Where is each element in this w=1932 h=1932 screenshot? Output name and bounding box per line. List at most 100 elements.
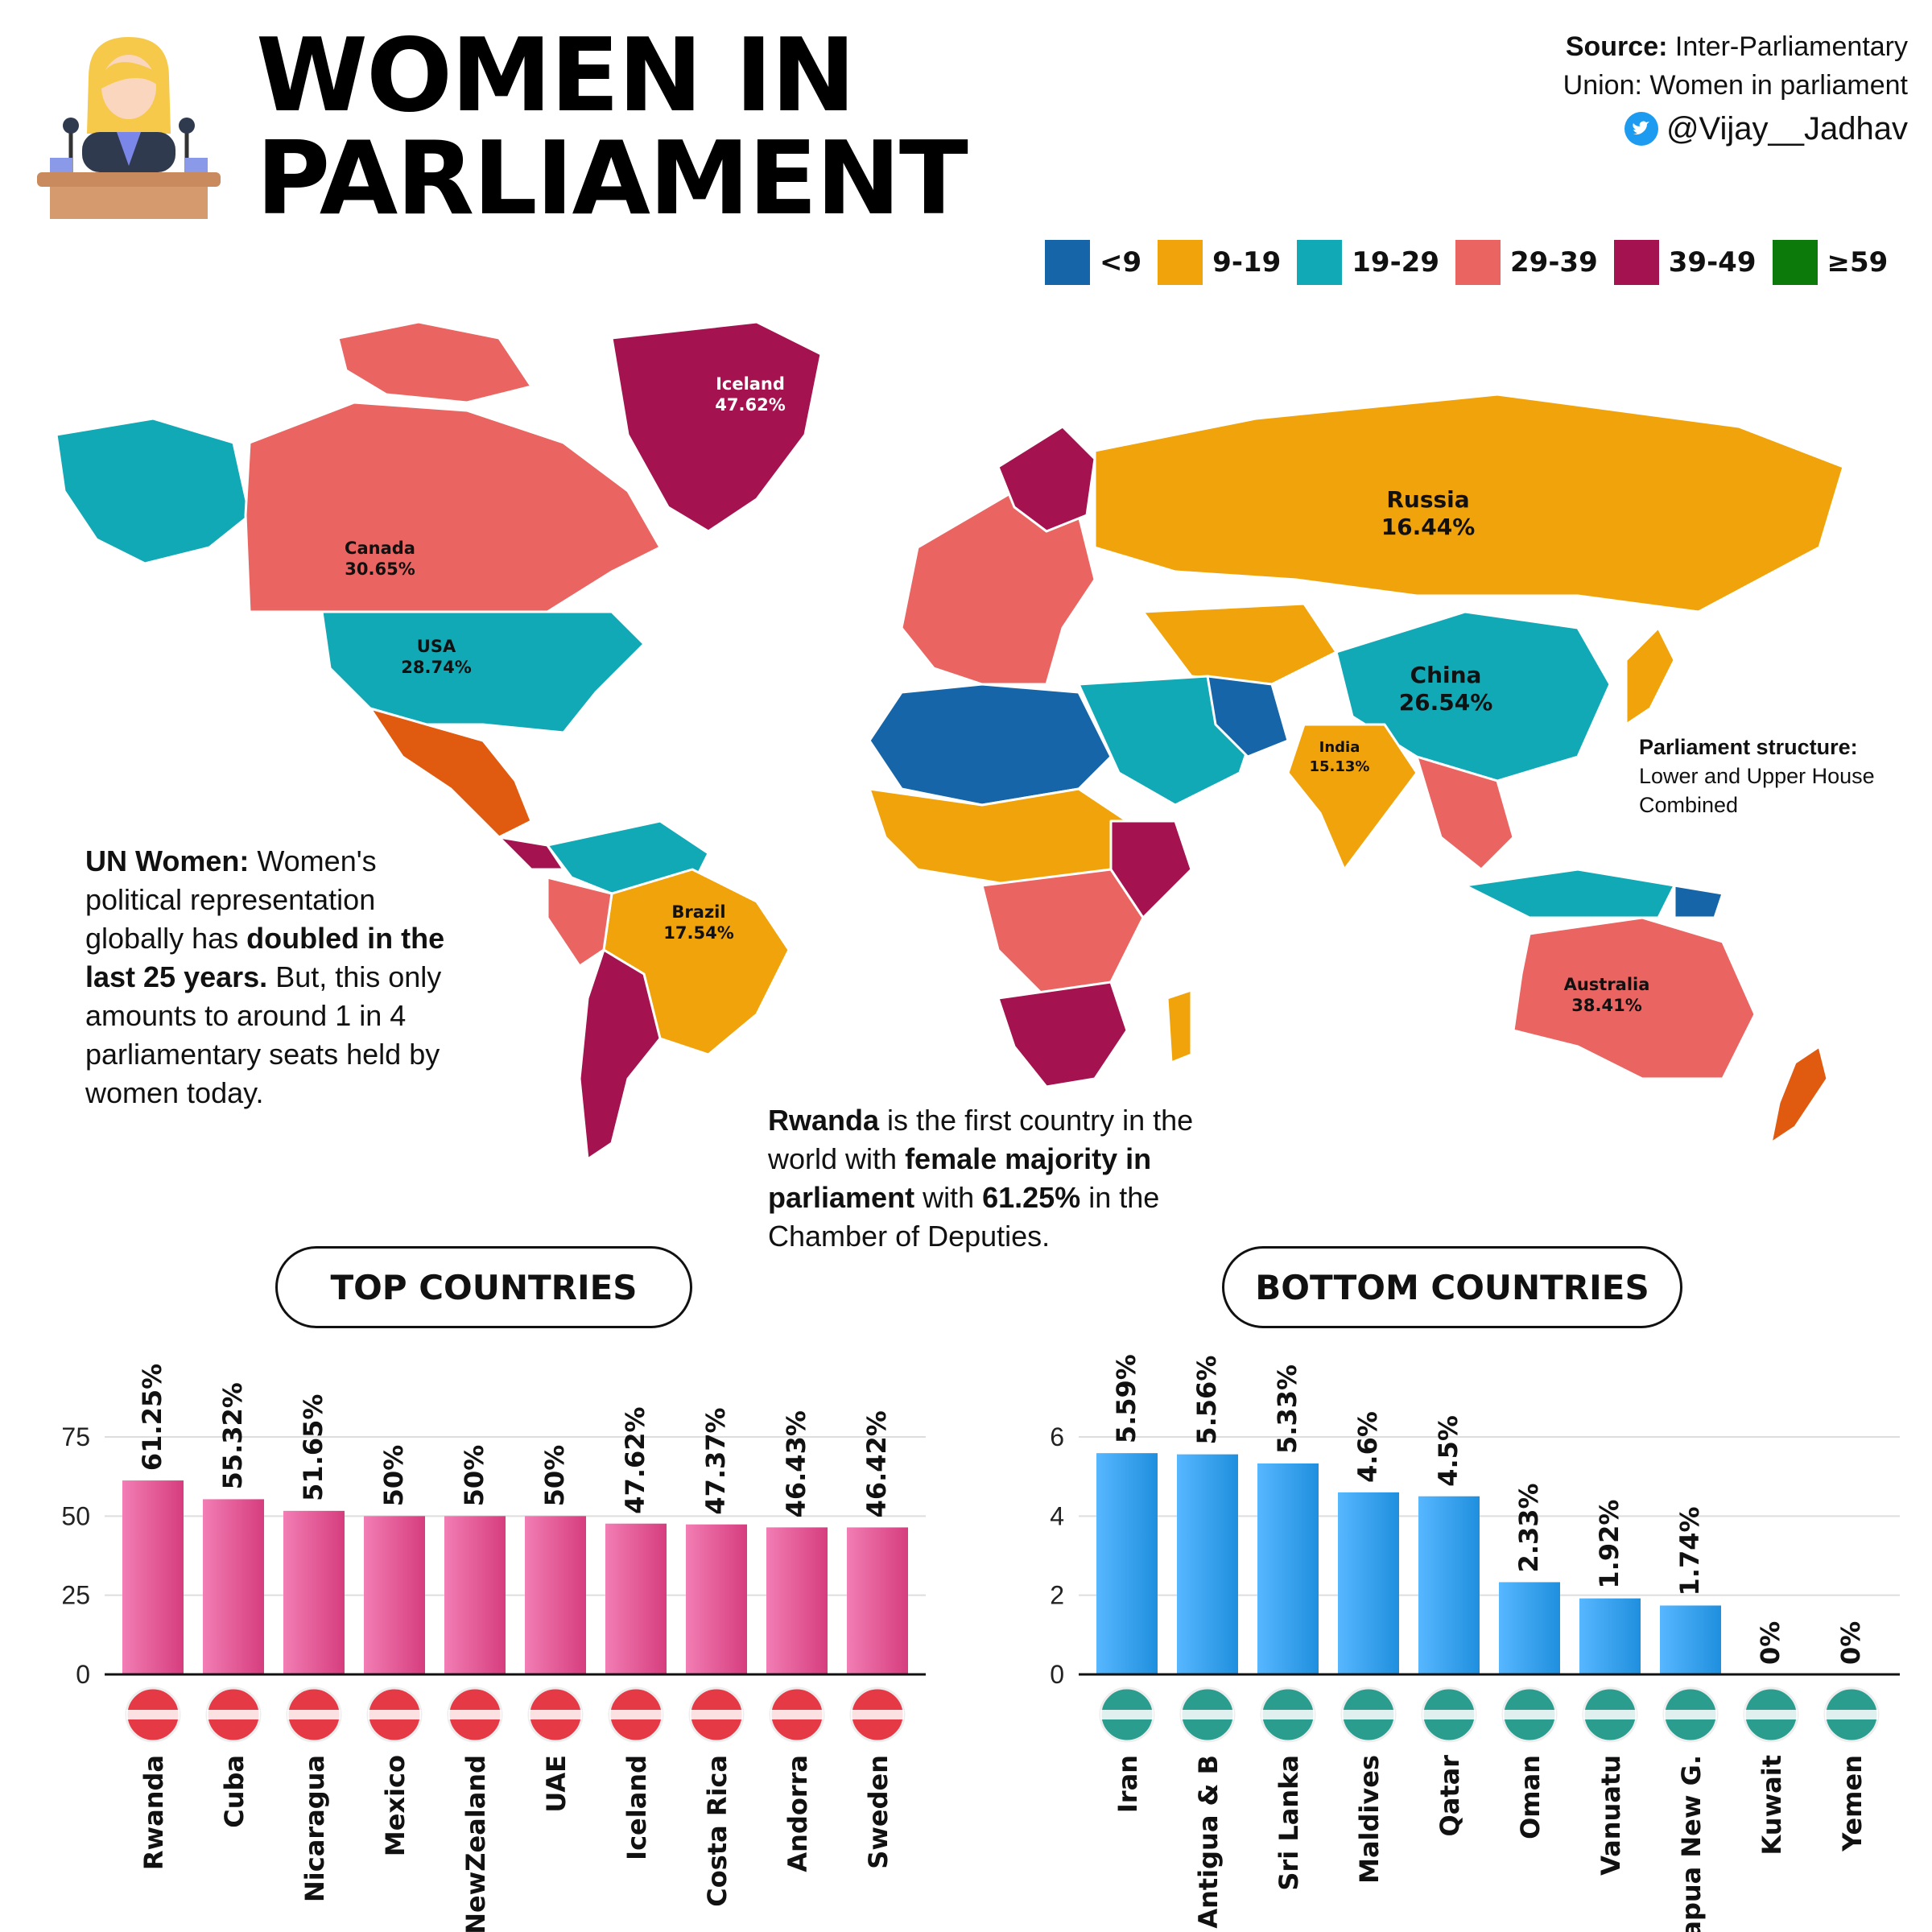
- flag-icon: [1340, 1686, 1397, 1743]
- x-category-label: Antigua & B: [1193, 1755, 1224, 1929]
- legend-item: 19-29: [1297, 240, 1439, 285]
- flag-icon: [608, 1686, 664, 1743]
- legend-label: 19-29: [1352, 246, 1439, 279]
- map-region-mexico: [369, 707, 533, 839]
- map-region-central-africa: [980, 868, 1145, 1000]
- x-category-label: Costa Rica: [702, 1755, 733, 1907]
- x-category-label: NewZealand: [460, 1755, 491, 1932]
- flag-stripe: [448, 1710, 502, 1719]
- legend-swatch: [1297, 240, 1343, 285]
- y-tick-label: 0: [76, 1660, 90, 1689]
- map-label-china: China 26.54%: [1399, 662, 1493, 716]
- x-category-label: Vanuatu: [1596, 1755, 1626, 1876]
- flag-icon: [366, 1686, 423, 1743]
- map-label-australia: Australia 38.41%: [1564, 975, 1650, 1015]
- flag-icon: [1179, 1686, 1236, 1743]
- x-category-label: Andorra: [782, 1755, 813, 1872]
- legend-item: 39-49: [1613, 240, 1757, 285]
- bar: [1418, 1496, 1480, 1674]
- bar: [605, 1523, 667, 1674]
- bar: [1338, 1492, 1399, 1674]
- flag-stripe: [1503, 1710, 1556, 1719]
- bar-value-label: 4.6%: [1352, 1411, 1383, 1483]
- bar: [1177, 1454, 1238, 1674]
- x-category-label: Rwanda: [138, 1755, 169, 1870]
- x-category-label: UAE: [541, 1755, 572, 1813]
- world-map: Iceland 47.62% Canada 30.65% USA 28.74% Rus…: [55, 320, 1845, 1161]
- map-region-east-africa: [1109, 819, 1193, 919]
- map-region-north-africa: [868, 683, 1113, 807]
- flag-stripe: [368, 1710, 421, 1719]
- map-legend: <9 9-19 19-29 29-39 39-49 ≥59: [1045, 240, 1888, 285]
- map-region-central-asia: [1141, 602, 1338, 686]
- bar-value-label: 4.5%: [1433, 1415, 1463, 1487]
- map-region-canada-islands: [336, 320, 533, 404]
- legend-item: <9: [1045, 240, 1141, 285]
- map-region-canada: [244, 401, 662, 613]
- legend-label: <9: [1100, 246, 1142, 279]
- bar-value-label: 0%: [1755, 1621, 1785, 1665]
- map-region-alaska: [55, 417, 251, 565]
- x-category-label: Sri Lanka: [1274, 1755, 1304, 1891]
- bar: [525, 1516, 586, 1674]
- bar-value-label: 47.62%: [620, 1406, 650, 1513]
- flag-stripe: [770, 1710, 824, 1719]
- bar-value-label: 0%: [1835, 1621, 1866, 1665]
- y-tick-label: 25: [61, 1581, 90, 1610]
- map-label-iceland: Iceland 47.62%: [715, 374, 785, 415]
- flag-icon: [1099, 1686, 1155, 1743]
- x-category-label: Qatar: [1435, 1755, 1465, 1837]
- flag-stripe: [1744, 1710, 1798, 1719]
- flag-icon: [1421, 1686, 1477, 1743]
- bar-value-label: 50%: [539, 1445, 570, 1507]
- flag-icon: [849, 1686, 906, 1743]
- bottom-countries-title: BOTTOM COUNTRIES: [1222, 1246, 1682, 1328]
- map-region-southeast-asia: [1415, 755, 1515, 871]
- flag-icon: [1662, 1686, 1719, 1743]
- y-tick-label: 4: [1050, 1501, 1064, 1530]
- bar: [283, 1510, 345, 1674]
- legend-label: 9-19: [1212, 246, 1282, 279]
- map-region-russia: [1093, 393, 1845, 613]
- y-tick-label: 50: [61, 1501, 90, 1530]
- map-region-greenland: [610, 320, 823, 533]
- bar: [1096, 1453, 1158, 1674]
- flag-icon: [527, 1686, 584, 1743]
- bar: [1660, 1605, 1721, 1674]
- flag-icon: [1501, 1686, 1558, 1743]
- map-region-scandinavia: [997, 425, 1096, 533]
- x-category-label: Maldives: [1354, 1755, 1385, 1884]
- bar: [1579, 1598, 1641, 1674]
- legend-swatch: [1455, 240, 1501, 285]
- bar: [203, 1499, 264, 1674]
- map-region-usa: [320, 610, 646, 734]
- map-region-indonesia: [1463, 868, 1676, 919]
- x-category-label: Nicaragua: [299, 1755, 330, 1902]
- legend-item: ≥59: [1772, 240, 1888, 285]
- bar-value-label: 1.74%: [1674, 1506, 1705, 1596]
- source-credit: Source: Inter-Parliamentary Union: Women…: [1563, 31, 1908, 147]
- flag-stripe: [690, 1710, 743, 1719]
- bar-value-label: 55.32%: [217, 1382, 248, 1489]
- flag-stripe: [1261, 1710, 1315, 1719]
- flag-icon: [688, 1686, 745, 1743]
- flag-icon: [286, 1686, 342, 1743]
- map-region-new-zealand: [1769, 1045, 1829, 1145]
- map-region-india: [1286, 723, 1418, 871]
- map-label-india: India 15.13%: [1310, 739, 1370, 775]
- top-countries-chart: 0 25 50 75 61.25% Rwanda 55.32% Cuba 51.65% Nicar…: [61, 1364, 926, 1932]
- map-label-canada: Canada 30.65%: [345, 539, 415, 579]
- y-tick-label: 2: [1050, 1581, 1064, 1610]
- flag-stripe: [529, 1710, 582, 1719]
- flag-icon: [1260, 1686, 1316, 1743]
- x-category-label: Cuba: [219, 1755, 250, 1828]
- flag-icon: [447, 1686, 503, 1743]
- bar-value-label: 5.33%: [1272, 1364, 1302, 1454]
- bar-value-label: 47.37%: [700, 1407, 731, 1514]
- parliament-speaker-icon: [37, 37, 221, 219]
- structure-note: Parliament structure: Lower and Upper Ho…: [1639, 735, 1875, 817]
- map-region-japan: [1624, 626, 1676, 726]
- bar: [444, 1516, 506, 1674]
- flag-icon: [205, 1686, 262, 1743]
- map-region-peru: [546, 876, 613, 968]
